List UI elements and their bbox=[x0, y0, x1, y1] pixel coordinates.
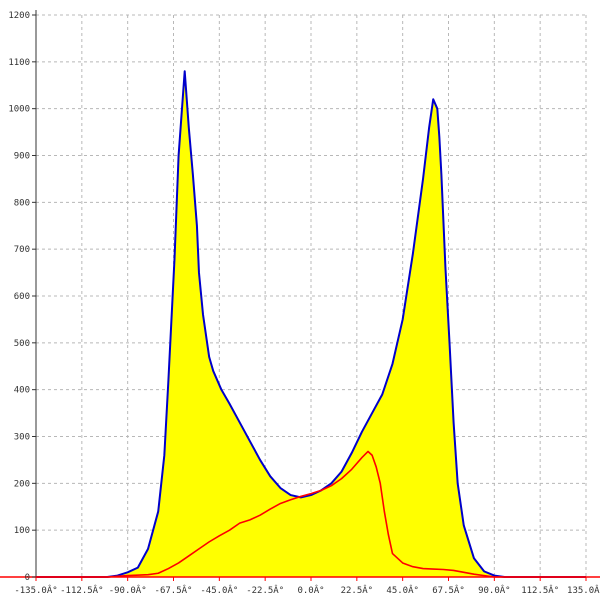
y-tick-label: 500 bbox=[14, 339, 30, 349]
y-tick-label: 1000 bbox=[8, 105, 30, 115]
y-tick-label: 700 bbox=[14, 245, 30, 255]
x-tick-label: -112.5Â° bbox=[60, 584, 103, 596]
x-tick-label: 67.5Â° bbox=[432, 584, 465, 596]
y-tick-labels: 0 100 200 300 400 500 600 700 800 900 1000 1100 1200 bbox=[8, 11, 36, 583]
x-tick-label: -22.5Â° bbox=[246, 584, 284, 596]
y-tick-label: 800 bbox=[14, 198, 30, 208]
x-tick-label: 22.5Â° bbox=[341, 584, 374, 596]
x-tick-labels: -135.0Â° -112.5Â° -90.0Â° -67.5Â° -45.0Â° -22… bbox=[14, 577, 600, 596]
series-lines bbox=[36, 70, 586, 578]
y-tick-label: 900 bbox=[14, 152, 30, 162]
x-tick-label: 112.5Â° bbox=[521, 584, 559, 596]
area-fill bbox=[36, 71, 586, 577]
x-tick-label: 45.0Â° bbox=[386, 584, 419, 596]
y-tick-label: 300 bbox=[14, 433, 30, 443]
y-tick-label: 1200 bbox=[8, 11, 30, 21]
series-2-line bbox=[36, 450, 586, 578]
y-tick-label: 200 bbox=[14, 479, 30, 489]
axes bbox=[0, 10, 600, 578]
y-tick-label: 100 bbox=[14, 526, 30, 536]
x-tick-label: -67.5Â° bbox=[155, 584, 193, 596]
series-1-line bbox=[36, 70, 586, 578]
y-tick-label: 0 bbox=[25, 573, 30, 583]
y-tick-label: 1100 bbox=[8, 58, 30, 68]
series-1-fill bbox=[36, 71, 586, 577]
x-tick-label: 135.0Â° bbox=[567, 584, 600, 596]
gridlines bbox=[36, 14, 587, 577]
x-tick-label: 0.0Â° bbox=[297, 584, 324, 596]
x-tick-label: 90.0Â° bbox=[478, 584, 511, 596]
y-tick-label: 600 bbox=[14, 292, 30, 302]
x-tick-label: -45.0Â° bbox=[200, 584, 238, 596]
y-tick-label: 400 bbox=[14, 386, 30, 396]
x-tick-label: -135.0Â° bbox=[14, 584, 57, 596]
x-tick-label: -90.0Â° bbox=[109, 584, 147, 596]
